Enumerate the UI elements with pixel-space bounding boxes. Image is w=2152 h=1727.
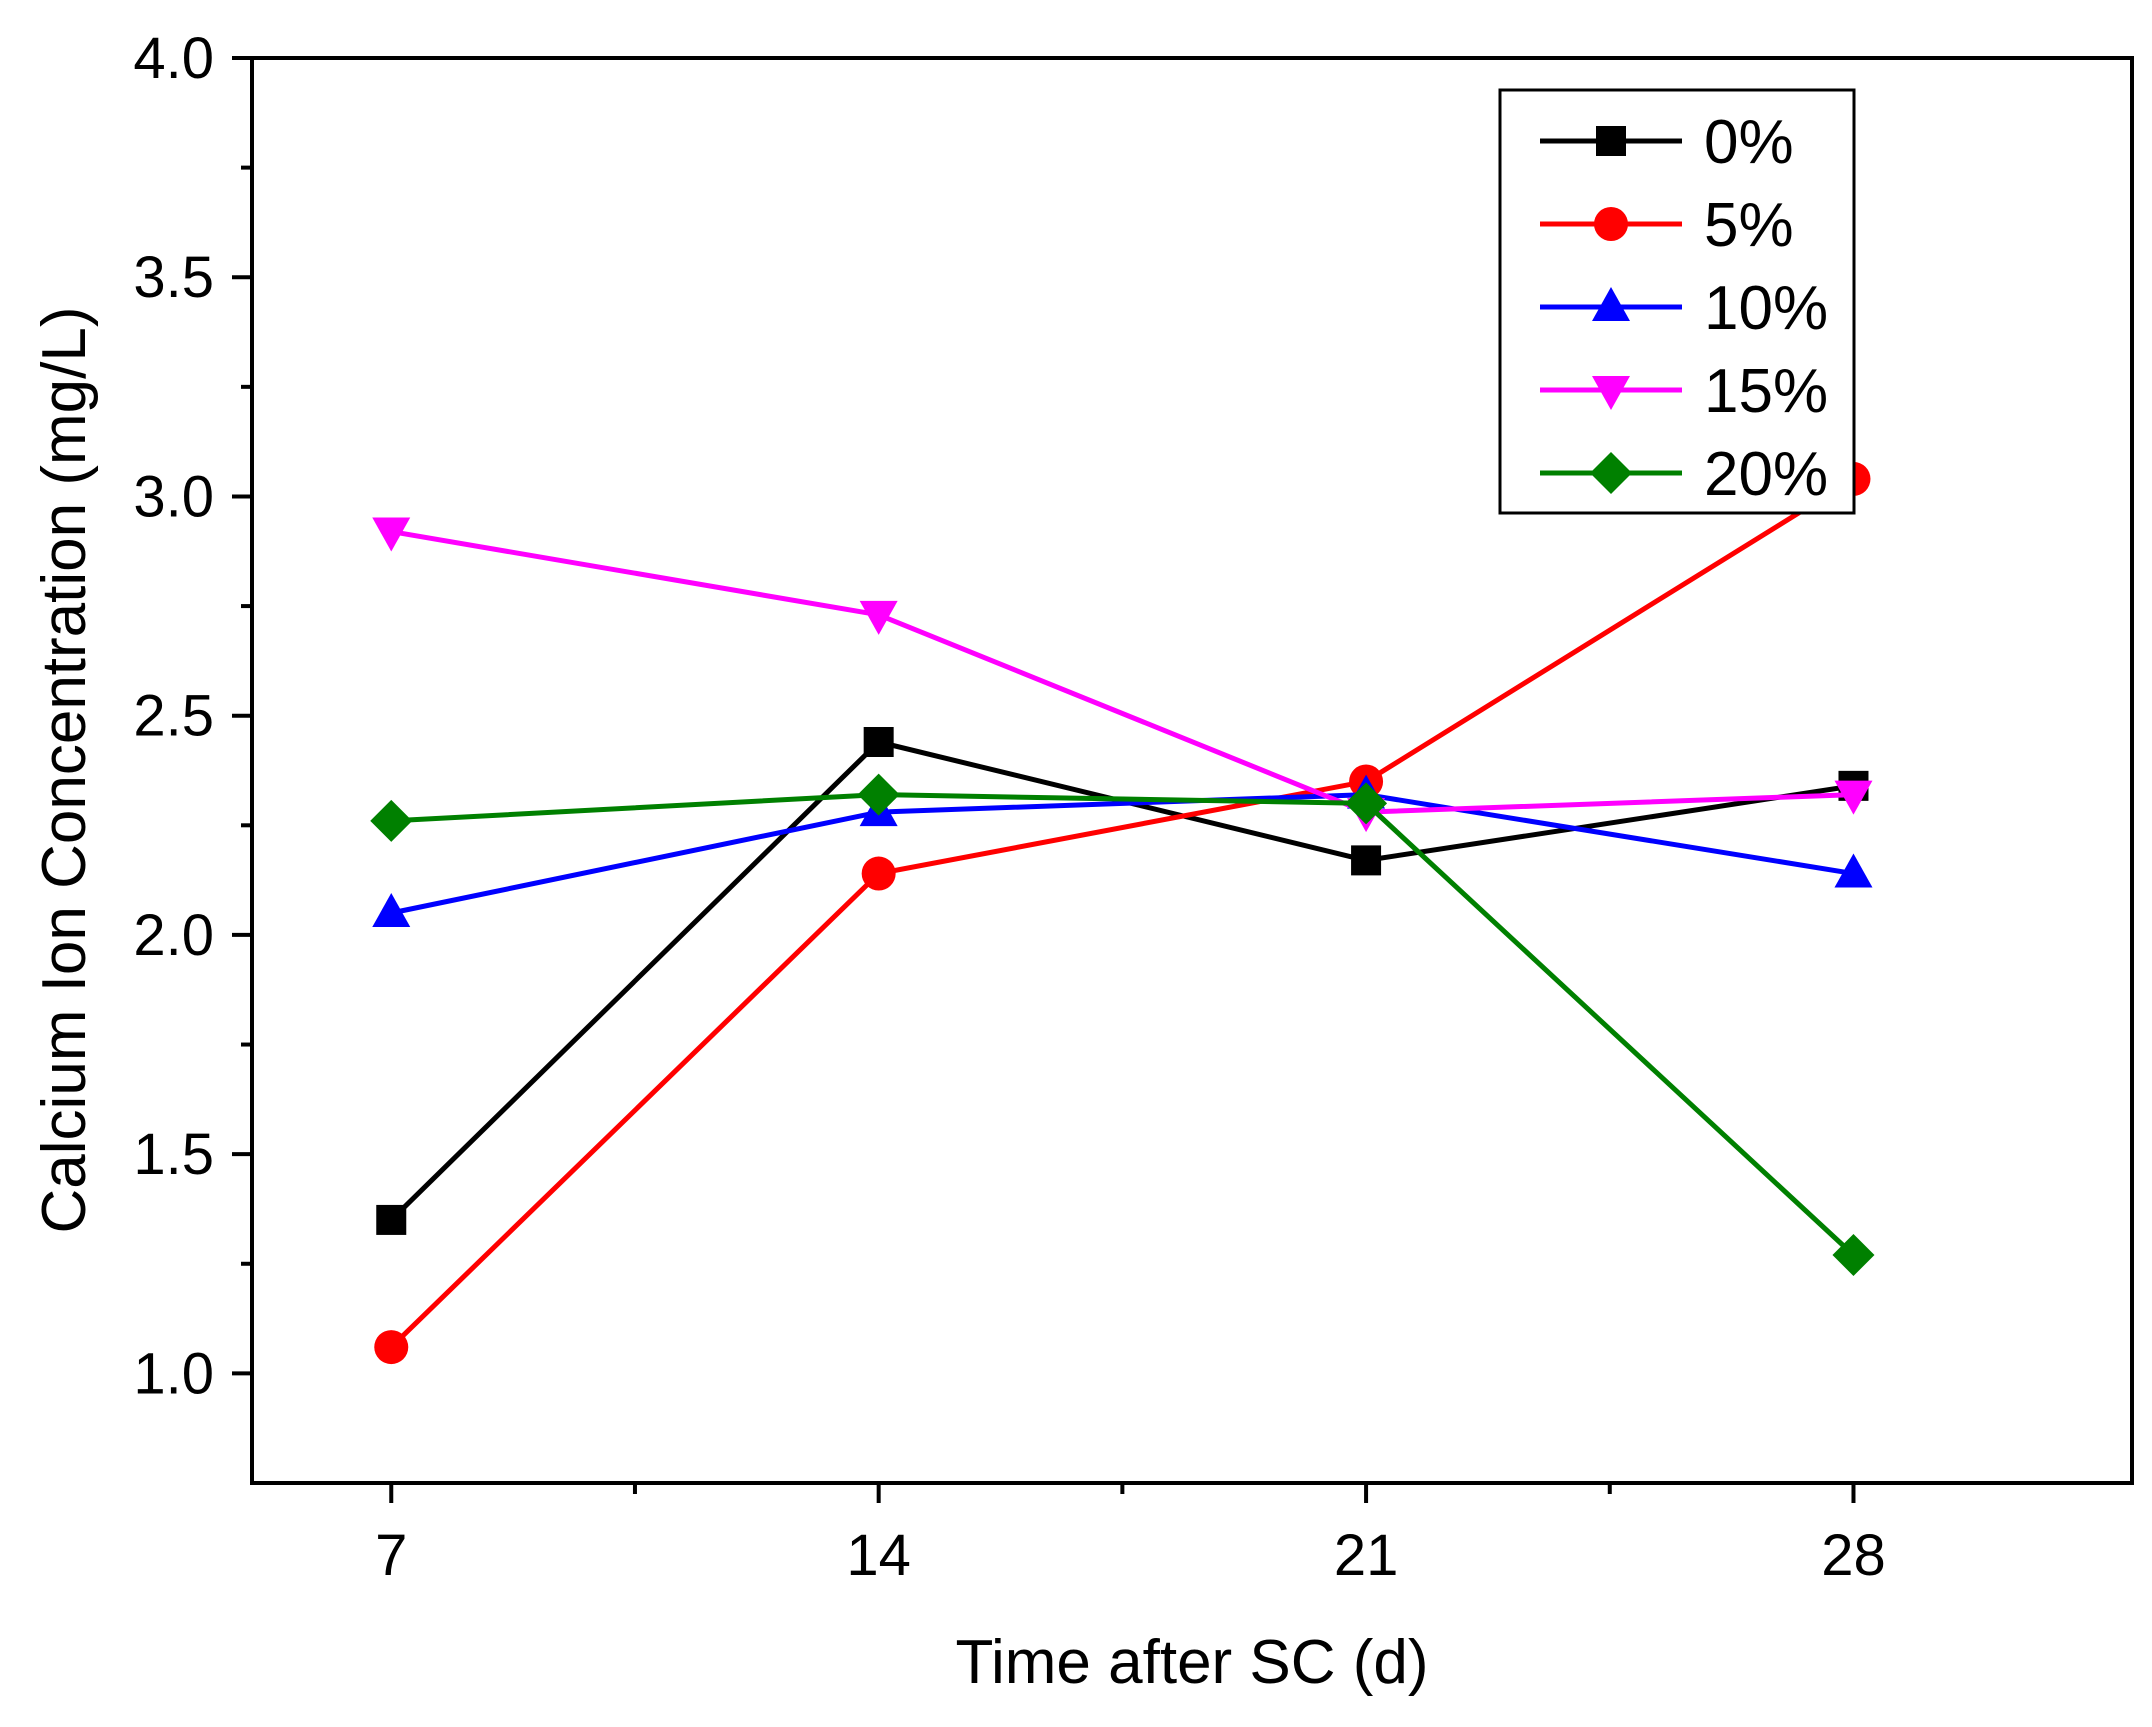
legend-item: 20% (1540, 440, 1828, 509)
legend-item: 15% (1540, 357, 1828, 426)
legend-marker (1594, 207, 1628, 241)
x-tick-label: 7 (375, 1523, 407, 1588)
series-layer (370, 461, 1875, 1365)
y-tick-label: 1.0 (133, 1341, 214, 1406)
legend-marker (1590, 452, 1632, 494)
x-tick-label: 21 (1334, 1523, 1399, 1588)
data-point (1832, 1234, 1875, 1276)
data-point (1351, 845, 1382, 876)
y-tick-label: 3.5 (133, 245, 214, 310)
data-point (863, 727, 894, 757)
y-tick-label: 2.0 (133, 903, 214, 968)
data-point (859, 600, 898, 635)
y-tick-label: 1.5 (133, 1122, 214, 1187)
legend-item: 5% (1540, 191, 1794, 260)
y-tick-label: 2.5 (133, 684, 214, 749)
data-point (857, 773, 900, 816)
legend-marker (1592, 376, 1630, 410)
series-5pct (374, 461, 1871, 1365)
series-line (389, 476, 1855, 1349)
legend-label: 15% (1704, 357, 1828, 426)
series-15pct (372, 517, 1873, 833)
legend-marker (1596, 126, 1626, 156)
y-tick-label: 4.0 (133, 26, 214, 91)
series-20pct (370, 773, 1875, 1276)
x-axis-title: Time after SC (d) (955, 1628, 1428, 1697)
x-tick-label: 28 (1821, 1523, 1886, 1588)
legend-label: 5% (1704, 191, 1794, 260)
legend-box (1498, 88, 1856, 515)
data-point (374, 1330, 409, 1365)
y-tick-label: 3.0 (133, 464, 214, 529)
legend-item: 0% (1540, 108, 1794, 177)
series-line (389, 739, 1854, 1222)
data-point (861, 856, 896, 891)
legend-label: 0% (1704, 108, 1794, 177)
data-point (370, 799, 413, 842)
data-point (1345, 782, 1388, 825)
legend: 0% 5% 10% 15% 20% (1498, 88, 1856, 515)
legend-marker (1592, 287, 1630, 321)
y-axis: 1.0 1.5 2.0 2.5 3.0 3.5 4.0 (133, 26, 252, 1406)
data-point (372, 893, 411, 927)
x-axis: 7 14 21 28 (375, 1483, 1886, 1588)
legend-item: 10% (1540, 274, 1828, 343)
plot-frame (250, 56, 2134, 1485)
y-axis-title: Calcium Ion Concentration (mg/L) (30, 307, 99, 1234)
data-point (372, 517, 411, 552)
data-point (376, 1204, 407, 1235)
series-line (390, 529, 1854, 815)
x-tick-label: 14 (846, 1523, 911, 1588)
data-point (1834, 780, 1873, 815)
series-line (390, 792, 1854, 916)
data-point (1834, 853, 1873, 888)
series-line (391, 792, 1856, 1257)
legend-label: 10% (1704, 274, 1828, 343)
legend-label: 20% (1704, 440, 1828, 509)
